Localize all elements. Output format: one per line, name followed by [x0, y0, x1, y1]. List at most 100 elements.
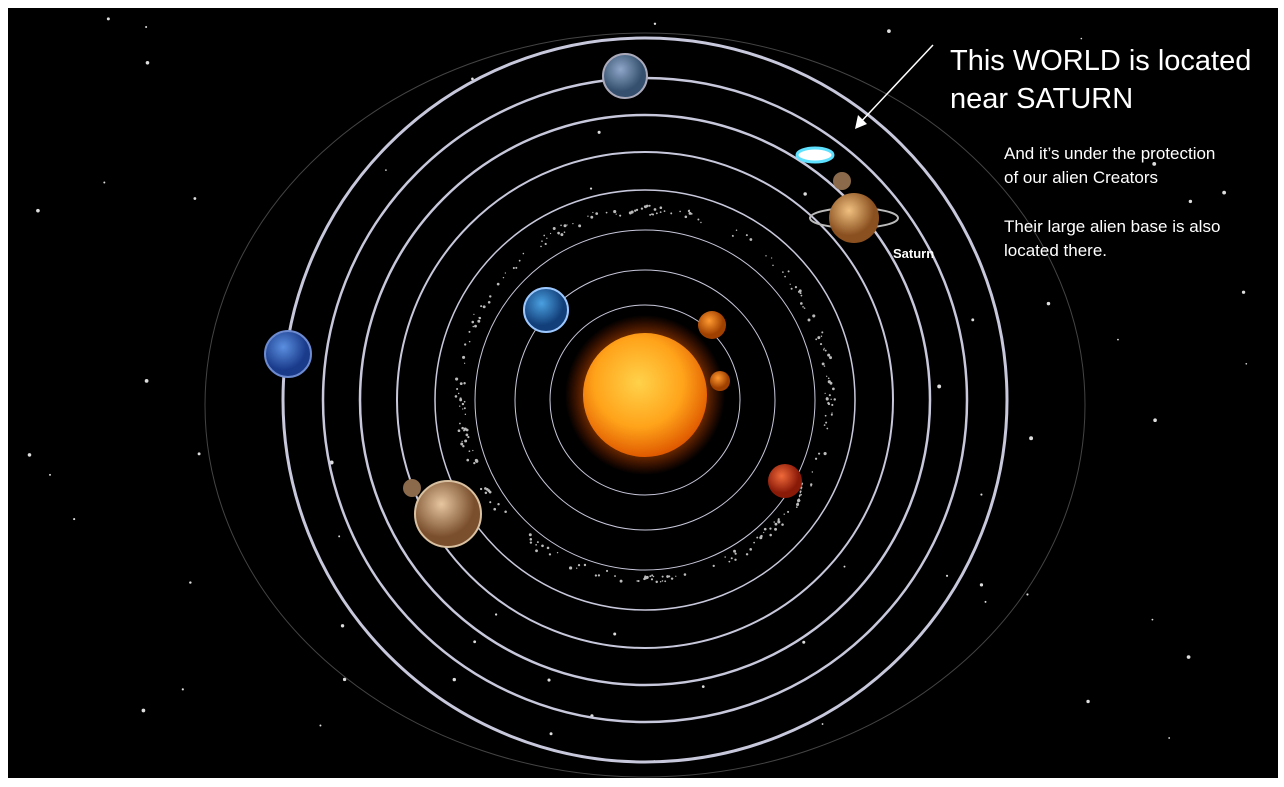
moon	[833, 172, 851, 190]
asteroid	[795, 286, 797, 288]
saturn	[829, 193, 879, 243]
asteroid	[749, 548, 752, 551]
asteroid	[812, 314, 815, 317]
asteroid	[735, 553, 737, 555]
asteroid	[713, 565, 715, 567]
asteroid	[462, 445, 464, 447]
asteroid	[823, 349, 825, 351]
asteroid	[636, 580, 637, 581]
star	[1117, 339, 1119, 341]
asteroid	[670, 212, 672, 214]
star	[107, 17, 110, 20]
asteroid	[728, 561, 730, 563]
asteroid	[829, 357, 831, 359]
asteroid	[614, 575, 616, 577]
asteroid	[592, 212, 593, 213]
asteroid	[473, 462, 475, 464]
star	[28, 453, 32, 457]
asteroid	[799, 500, 801, 502]
ufo	[797, 148, 833, 162]
asteroid	[569, 566, 572, 569]
asteroid	[771, 257, 772, 258]
asteroid	[799, 496, 800, 497]
asteroid	[486, 488, 489, 491]
asteroid	[606, 570, 608, 572]
star	[453, 678, 456, 681]
asteroid	[660, 206, 663, 209]
asteroid	[697, 219, 699, 221]
sun	[583, 333, 707, 457]
heading-line: near SATURN	[950, 83, 1133, 115]
asteroid	[513, 267, 515, 269]
asteroid	[459, 423, 461, 425]
star	[550, 732, 553, 735]
asteroid	[831, 383, 833, 385]
asteroid	[831, 412, 832, 413]
star	[385, 169, 387, 171]
star	[1086, 700, 1089, 703]
star	[985, 601, 987, 603]
star	[145, 26, 147, 28]
asteroid	[791, 288, 793, 290]
asteroid	[668, 575, 670, 577]
star	[937, 384, 941, 388]
asteroid	[557, 232, 560, 235]
star	[1152, 619, 1154, 621]
star	[590, 188, 592, 190]
star	[613, 632, 616, 635]
note-line: And it’s under the protection	[1004, 144, 1215, 163]
page: Saturn This WORLD is located near SATURN…	[0, 0, 1284, 787]
asteroid	[825, 422, 827, 424]
asteroid	[825, 415, 827, 417]
asteroid	[733, 550, 736, 553]
asteroid	[820, 343, 822, 345]
asteroid	[832, 387, 835, 390]
asteroid	[460, 382, 463, 385]
star	[822, 723, 824, 725]
asteroid	[815, 338, 817, 340]
asteroid	[784, 276, 786, 278]
asteroid	[772, 265, 773, 266]
asteroid	[641, 207, 643, 209]
asteroid	[458, 429, 461, 432]
asteroid	[462, 408, 463, 409]
planet-label: Saturn	[893, 246, 934, 261]
star	[341, 624, 344, 627]
asteroid	[660, 581, 661, 582]
asteroid	[576, 568, 577, 569]
asteroid	[827, 354, 830, 357]
asteroid	[812, 471, 813, 472]
asteroid	[584, 564, 586, 566]
asteroid	[787, 511, 789, 513]
asteroid	[662, 576, 664, 578]
asteroid	[455, 395, 458, 398]
asteroid	[515, 267, 517, 269]
asteroid	[732, 235, 734, 237]
note-line: Their large alien base is also	[1004, 217, 1220, 236]
star	[1242, 291, 1245, 294]
star	[1026, 593, 1028, 595]
asteroid	[826, 428, 828, 430]
star	[1245, 363, 1247, 365]
asteroid	[469, 341, 471, 343]
asteroid	[620, 580, 623, 583]
asteroid	[459, 397, 461, 399]
asteroid	[464, 363, 465, 364]
star	[654, 23, 656, 25]
star	[193, 197, 196, 200]
asteroid	[800, 488, 801, 489]
star	[1189, 200, 1192, 203]
asteroid	[545, 243, 547, 245]
asteroid	[828, 378, 830, 380]
asteroid	[822, 362, 825, 365]
asteroid	[519, 260, 521, 262]
asteroid	[778, 519, 780, 521]
asteroid	[749, 238, 752, 241]
asteroid	[474, 325, 477, 328]
star	[1222, 191, 1226, 195]
asteroid	[462, 403, 464, 405]
asteroid	[464, 407, 466, 409]
asteroid	[810, 485, 812, 487]
asteroid	[804, 307, 806, 309]
asteroid	[646, 205, 649, 208]
